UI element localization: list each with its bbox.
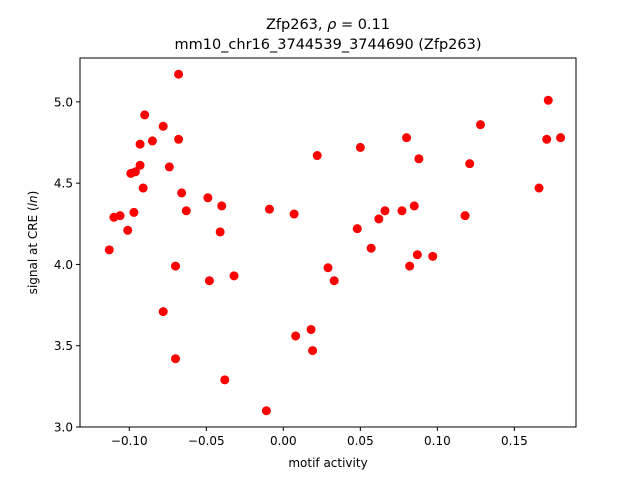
y-tick-label: 3.0 xyxy=(54,421,73,435)
x-tick-label: −0.05 xyxy=(188,434,225,448)
data-point xyxy=(289,209,299,219)
data-point xyxy=(556,133,566,143)
data-point xyxy=(329,276,339,286)
data-point xyxy=(217,201,227,211)
data-point xyxy=(397,206,407,216)
data-point xyxy=(171,354,181,364)
x-tick-label: 0.10 xyxy=(424,434,451,448)
y-axis-label: signal at CRE (ln) xyxy=(26,191,40,295)
data-point xyxy=(138,183,148,193)
x-tick-label: 0.05 xyxy=(347,434,374,448)
data-point xyxy=(123,225,133,235)
data-point xyxy=(312,151,322,161)
data-point xyxy=(140,110,150,120)
data-point xyxy=(158,121,168,131)
y-tick-label: 3.5 xyxy=(54,339,73,353)
data-point xyxy=(177,188,187,198)
data-point xyxy=(355,142,365,152)
data-point xyxy=(414,154,424,164)
y-tick-label: 5.0 xyxy=(54,95,73,109)
chart-title-line1: Zfp263, ρ = 0.11 xyxy=(266,17,390,33)
data-point xyxy=(366,243,376,253)
data-point xyxy=(412,250,422,260)
data-point xyxy=(229,271,239,281)
data-point xyxy=(203,193,213,203)
x-tick-label: 0.15 xyxy=(501,434,528,448)
data-point xyxy=(174,69,184,79)
data-point xyxy=(171,261,181,271)
data-point xyxy=(534,183,544,193)
data-point xyxy=(380,206,390,216)
data-point xyxy=(261,406,271,416)
data-point xyxy=(460,211,470,221)
data-point xyxy=(174,134,184,144)
data-point xyxy=(308,346,318,356)
data-point xyxy=(164,162,174,172)
data-points xyxy=(104,69,566,416)
data-point xyxy=(475,120,485,130)
data-point xyxy=(204,276,214,286)
data-point xyxy=(220,375,230,385)
y-axis: 3.0 3.5 4.0 4.5 5.0 xyxy=(54,95,80,435)
data-point xyxy=(291,331,301,341)
data-point xyxy=(402,133,412,143)
data-point xyxy=(352,224,362,234)
data-point xyxy=(135,160,145,170)
data-point xyxy=(147,136,157,146)
x-axis-label: motif activity xyxy=(288,456,367,470)
plot-area-frame xyxy=(79,57,577,428)
data-point xyxy=(323,263,333,273)
data-point xyxy=(181,206,191,216)
x-axis: −0.10 −0.05 0.00 0.05 0.10 0.15 xyxy=(111,427,528,448)
data-point xyxy=(306,324,316,334)
y-tick-label: 4.0 xyxy=(54,258,73,272)
chart-title-line2: mm10_chr16_3744539_3744690 (Zfp263) xyxy=(174,37,481,53)
data-point xyxy=(104,245,114,255)
y-tick-label: 4.5 xyxy=(54,177,73,191)
data-point xyxy=(543,95,553,105)
data-point xyxy=(465,159,475,169)
data-point xyxy=(129,207,139,217)
data-point xyxy=(115,211,125,221)
data-point xyxy=(542,134,552,144)
data-point xyxy=(405,261,415,271)
data-point xyxy=(428,251,438,261)
data-point xyxy=(215,227,225,237)
data-point xyxy=(130,167,140,177)
data-point xyxy=(135,139,145,149)
data-point xyxy=(264,204,274,214)
data-point xyxy=(158,307,168,317)
data-point xyxy=(409,201,419,211)
x-tick-label: −0.10 xyxy=(111,434,148,448)
x-tick-label: 0.00 xyxy=(270,434,297,448)
data-point xyxy=(374,214,384,224)
